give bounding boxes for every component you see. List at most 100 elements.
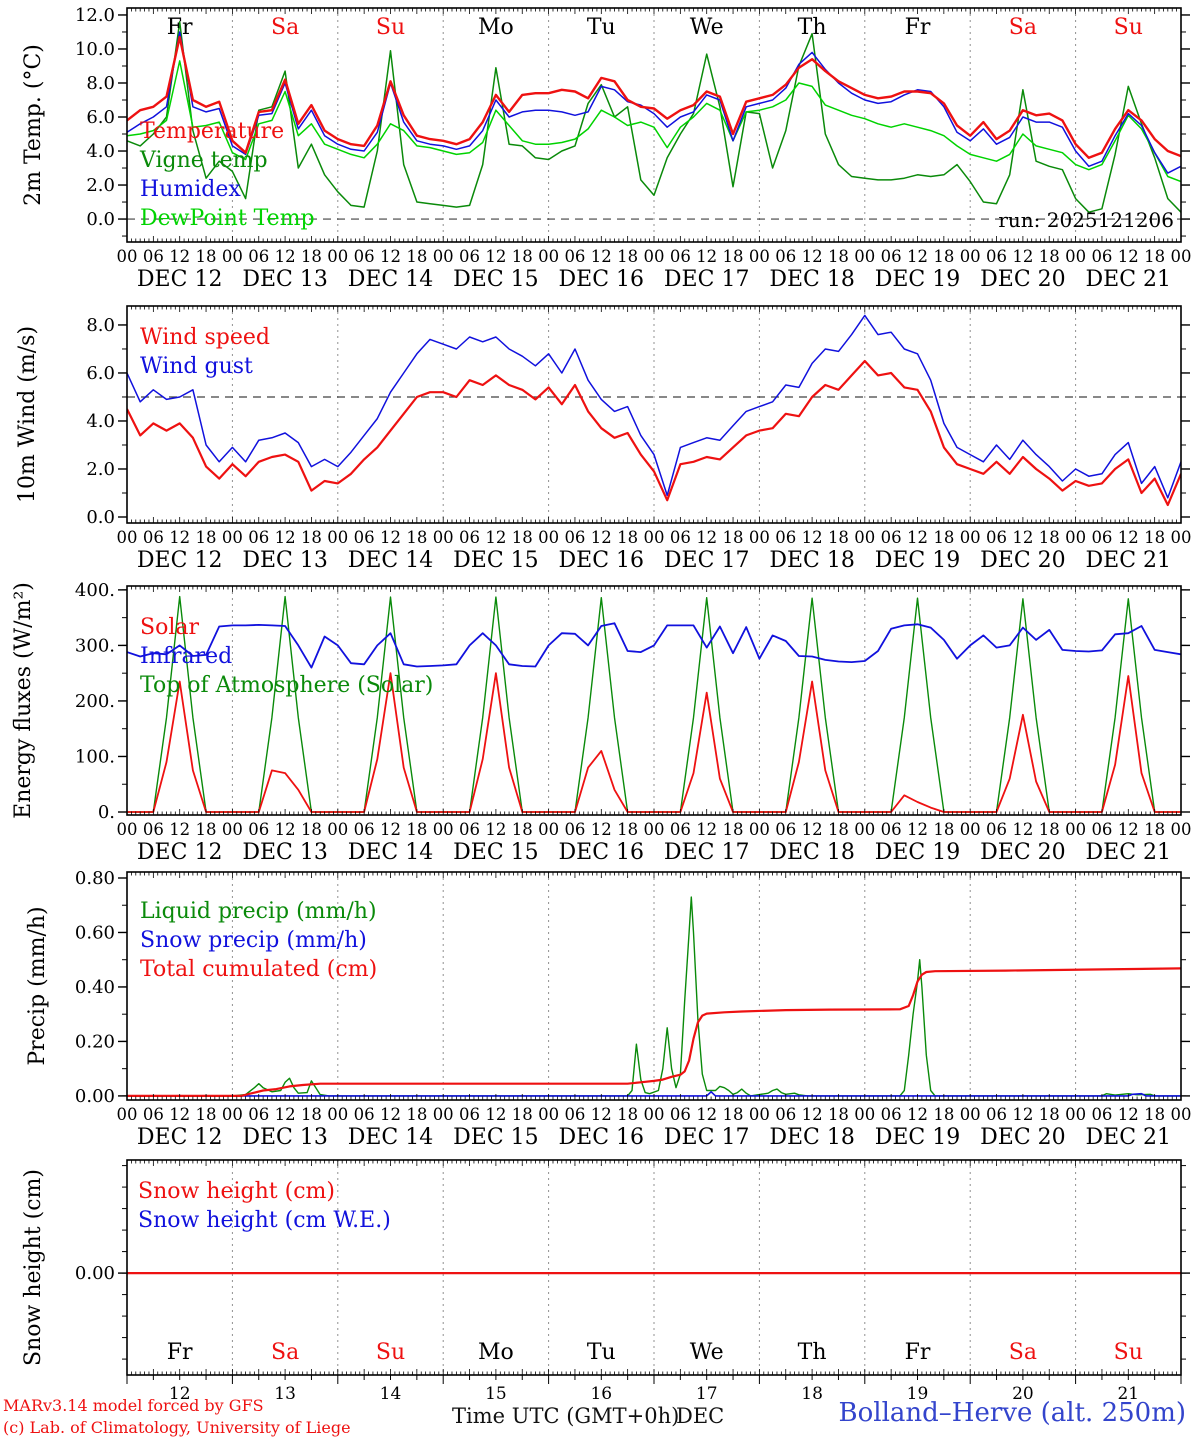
- svg-text:12: 12: [1118, 247, 1139, 266]
- svg-text:20: 20: [1012, 1384, 1034, 1404]
- svg-text:06: 06: [354, 1105, 375, 1124]
- svg-text:DEC 16: DEC 16: [559, 267, 645, 292]
- svg-text:18: 18: [933, 528, 954, 547]
- svg-text:12: 12: [907, 1105, 928, 1124]
- svg-text:4.0: 4.0: [86, 411, 115, 432]
- svg-text:00: 00: [327, 528, 348, 547]
- svg-text:06: 06: [459, 820, 480, 839]
- svg-text:12: 12: [485, 1105, 506, 1124]
- svg-text:06: 06: [670, 528, 691, 547]
- svg-text:18: 18: [933, 247, 954, 266]
- svg-text:12: 12: [169, 820, 190, 839]
- svg-text:00: 00: [327, 820, 348, 839]
- svg-text:10.0: 10.0: [75, 39, 115, 60]
- svg-text:DEC 15: DEC 15: [453, 1125, 539, 1150]
- svg-text:Su: Su: [1114, 1340, 1143, 1365]
- svg-text:DEC 12: DEC 12: [137, 1125, 223, 1150]
- svg-text:0.0: 0.0: [86, 507, 115, 528]
- svg-text:DEC 17: DEC 17: [664, 548, 750, 573]
- svg-text:18: 18: [512, 1105, 533, 1124]
- svg-text:00: 00: [222, 247, 243, 266]
- svg-text:12: 12: [380, 528, 401, 547]
- svg-text:12: 12: [485, 528, 506, 547]
- svg-text:18: 18: [1144, 247, 1165, 266]
- svg-text:00: 00: [117, 1105, 138, 1124]
- svg-text:06: 06: [143, 247, 164, 266]
- svg-text:DEC 21: DEC 21: [1086, 1125, 1172, 1150]
- svg-text:18: 18: [828, 528, 849, 547]
- svg-text:12: 12: [696, 247, 717, 266]
- svg-text:06: 06: [986, 528, 1007, 547]
- svg-text:6.0: 6.0: [86, 363, 115, 384]
- svg-text:DEC 15: DEC 15: [453, 548, 539, 573]
- lab-credit-line: (c) Lab. of Climatology, University of L…: [3, 1418, 351, 1437]
- svg-text:18: 18: [196, 247, 217, 266]
- svg-text:Temperature: Temperature: [140, 119, 284, 144]
- svg-text:12: 12: [1012, 820, 1033, 839]
- model-credit-line: MARv3.14 model forced by GFS: [3, 1396, 264, 1415]
- svg-text:06: 06: [670, 820, 691, 839]
- svg-text:18: 18: [406, 1105, 427, 1124]
- svg-text:2m Temp. (°C): 2m Temp. (°C): [21, 44, 46, 206]
- svg-text:18: 18: [512, 820, 533, 839]
- svg-text:06: 06: [354, 820, 375, 839]
- svg-text:00: 00: [117, 247, 138, 266]
- svg-text:Th: Th: [798, 15, 827, 40]
- svg-text:18: 18: [406, 247, 427, 266]
- svg-text:00: 00: [960, 247, 981, 266]
- svg-text:00: 00: [117, 528, 138, 547]
- svg-text:Fr: Fr: [905, 1340, 931, 1365]
- svg-text:Total cumulated (cm): Total cumulated (cm): [140, 957, 377, 982]
- svg-text:0.80: 0.80: [75, 868, 115, 889]
- svg-text:18: 18: [617, 820, 638, 839]
- svg-text:DEC 14: DEC 14: [348, 1125, 434, 1150]
- svg-text:12: 12: [802, 247, 823, 266]
- svg-text:Wind gust: Wind gust: [140, 354, 253, 379]
- svg-text:18: 18: [301, 820, 322, 839]
- svg-text:00: 00: [222, 820, 243, 839]
- svg-text:Snow precip (mm/h): Snow precip (mm/h): [140, 928, 367, 953]
- svg-text:Wind speed: Wind speed: [140, 325, 270, 350]
- svg-text:DEC 17: DEC 17: [664, 840, 750, 865]
- svg-text:00: 00: [433, 820, 454, 839]
- svg-text:Snow height (cm): Snow height (cm): [21, 1169, 46, 1366]
- svg-text:DEC 17: DEC 17: [664, 267, 750, 292]
- svg-text:12: 12: [907, 528, 928, 547]
- svg-text:Sa: Sa: [271, 1340, 299, 1365]
- svg-text:DewPoint Temp: DewPoint Temp: [140, 206, 315, 231]
- svg-text:18: 18: [723, 1105, 744, 1124]
- svg-text:2.0: 2.0: [86, 175, 115, 196]
- svg-text:00: 00: [1065, 528, 1086, 547]
- svg-text:00: 00: [644, 528, 665, 547]
- svg-text:00: 00: [854, 528, 875, 547]
- svg-text:00: 00: [644, 1105, 665, 1124]
- svg-text:06: 06: [986, 247, 1007, 266]
- svg-text:0.: 0.: [98, 802, 115, 823]
- svg-text:06: 06: [354, 528, 375, 547]
- svg-text:12: 12: [380, 1105, 401, 1124]
- svg-text:12: 12: [802, 820, 823, 839]
- svg-text:DEC 14: DEC 14: [348, 267, 434, 292]
- x-axis-title: Time UTC (GMT+0h): [452, 1404, 680, 1428]
- svg-text:0.20: 0.20: [75, 1031, 115, 1052]
- svg-text:Su: Su: [1114, 15, 1143, 40]
- svg-text:18: 18: [933, 820, 954, 839]
- svg-text:DEC 14: DEC 14: [348, 840, 434, 865]
- svg-text:DEC 20: DEC 20: [980, 840, 1066, 865]
- svg-text:8.0: 8.0: [86, 315, 115, 336]
- svg-text:12: 12: [591, 1105, 612, 1124]
- svg-text:06: 06: [564, 247, 585, 266]
- svg-text:DEC 16: DEC 16: [559, 840, 645, 865]
- svg-text:18: 18: [301, 528, 322, 547]
- svg-text:18: 18: [406, 820, 427, 839]
- svg-text:12: 12: [1118, 528, 1139, 547]
- svg-text:12: 12: [485, 820, 506, 839]
- svg-text:12: 12: [591, 247, 612, 266]
- svg-text:00: 00: [538, 820, 559, 839]
- svg-text:DEC 19: DEC 19: [875, 548, 961, 573]
- svg-text:00: 00: [538, 1105, 559, 1124]
- svg-text:2.0: 2.0: [86, 459, 115, 480]
- svg-text:17: 17: [696, 1384, 718, 1404]
- svg-text:DEC 20: DEC 20: [980, 267, 1066, 292]
